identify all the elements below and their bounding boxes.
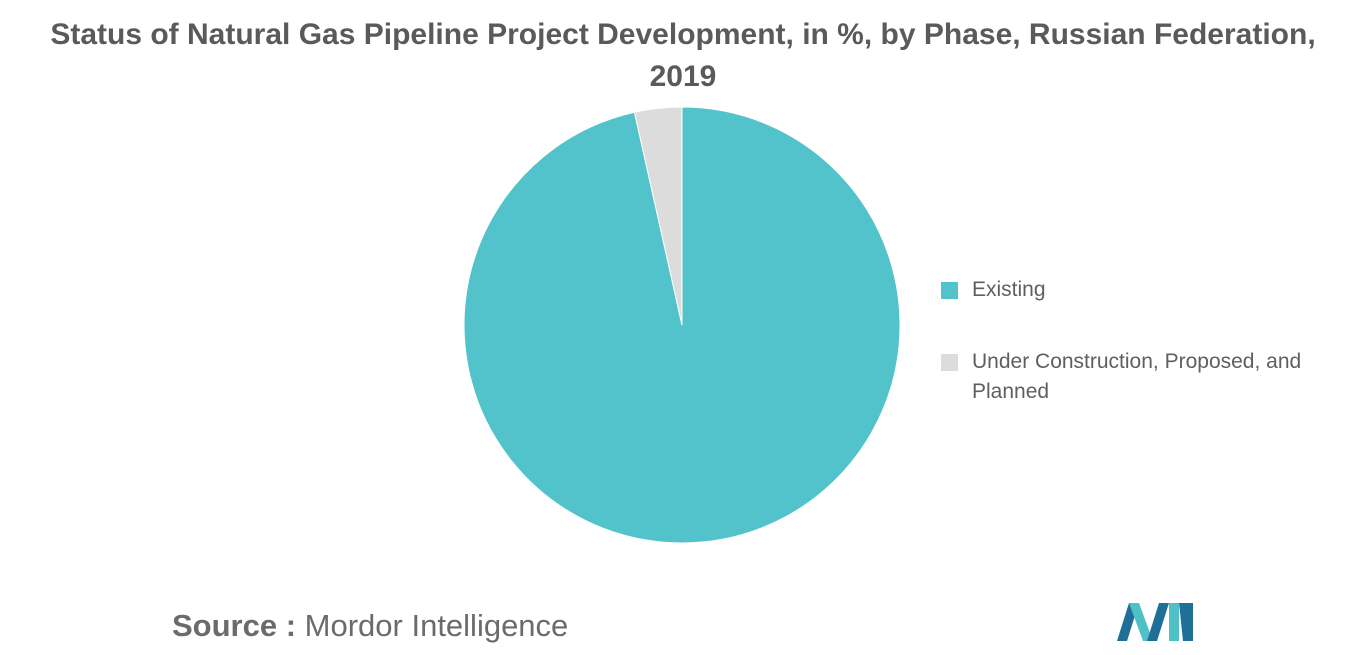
logo-shape-4 bbox=[1169, 603, 1179, 641]
legend-label-existing: Existing bbox=[972, 278, 1046, 301]
source-label: Source : bbox=[172, 608, 297, 643]
mordor-intelligence-logo-icon bbox=[1117, 603, 1193, 641]
legend-item-existing: Existing bbox=[940, 275, 1340, 305]
legend-swatch-under-construction bbox=[941, 354, 958, 371]
pie-chart bbox=[440, 100, 930, 560]
chart-title: Status of Natural Gas Pipeline Project D… bbox=[0, 14, 1366, 98]
pie-slice-under-construction-proposed-and-planned bbox=[633, 106, 683, 326]
legend-label-under-construction: Under Construction, Proposed, and Planne… bbox=[972, 350, 1302, 403]
source-note: Source : Mordor Intelligence bbox=[172, 606, 568, 646]
chart-legend: Existing Under Construction, Proposed, a… bbox=[940, 275, 1340, 407]
logo-shape-5 bbox=[1179, 603, 1193, 641]
legend-item-under-construction: Under Construction, Proposed, and Planne… bbox=[940, 347, 1340, 407]
chart-title-line-1: Status of Natural Gas Pipeline Project D… bbox=[50, 18, 1316, 51]
legend-swatch-existing bbox=[941, 282, 958, 299]
logo-shape-3 bbox=[1147, 603, 1169, 641]
chart-title-line-2: 2019 bbox=[649, 60, 717, 93]
logo-shape-2 bbox=[1129, 603, 1153, 641]
source-text: Mordor Intelligence bbox=[304, 608, 569, 643]
pie-chart-svg bbox=[463, 106, 901, 544]
